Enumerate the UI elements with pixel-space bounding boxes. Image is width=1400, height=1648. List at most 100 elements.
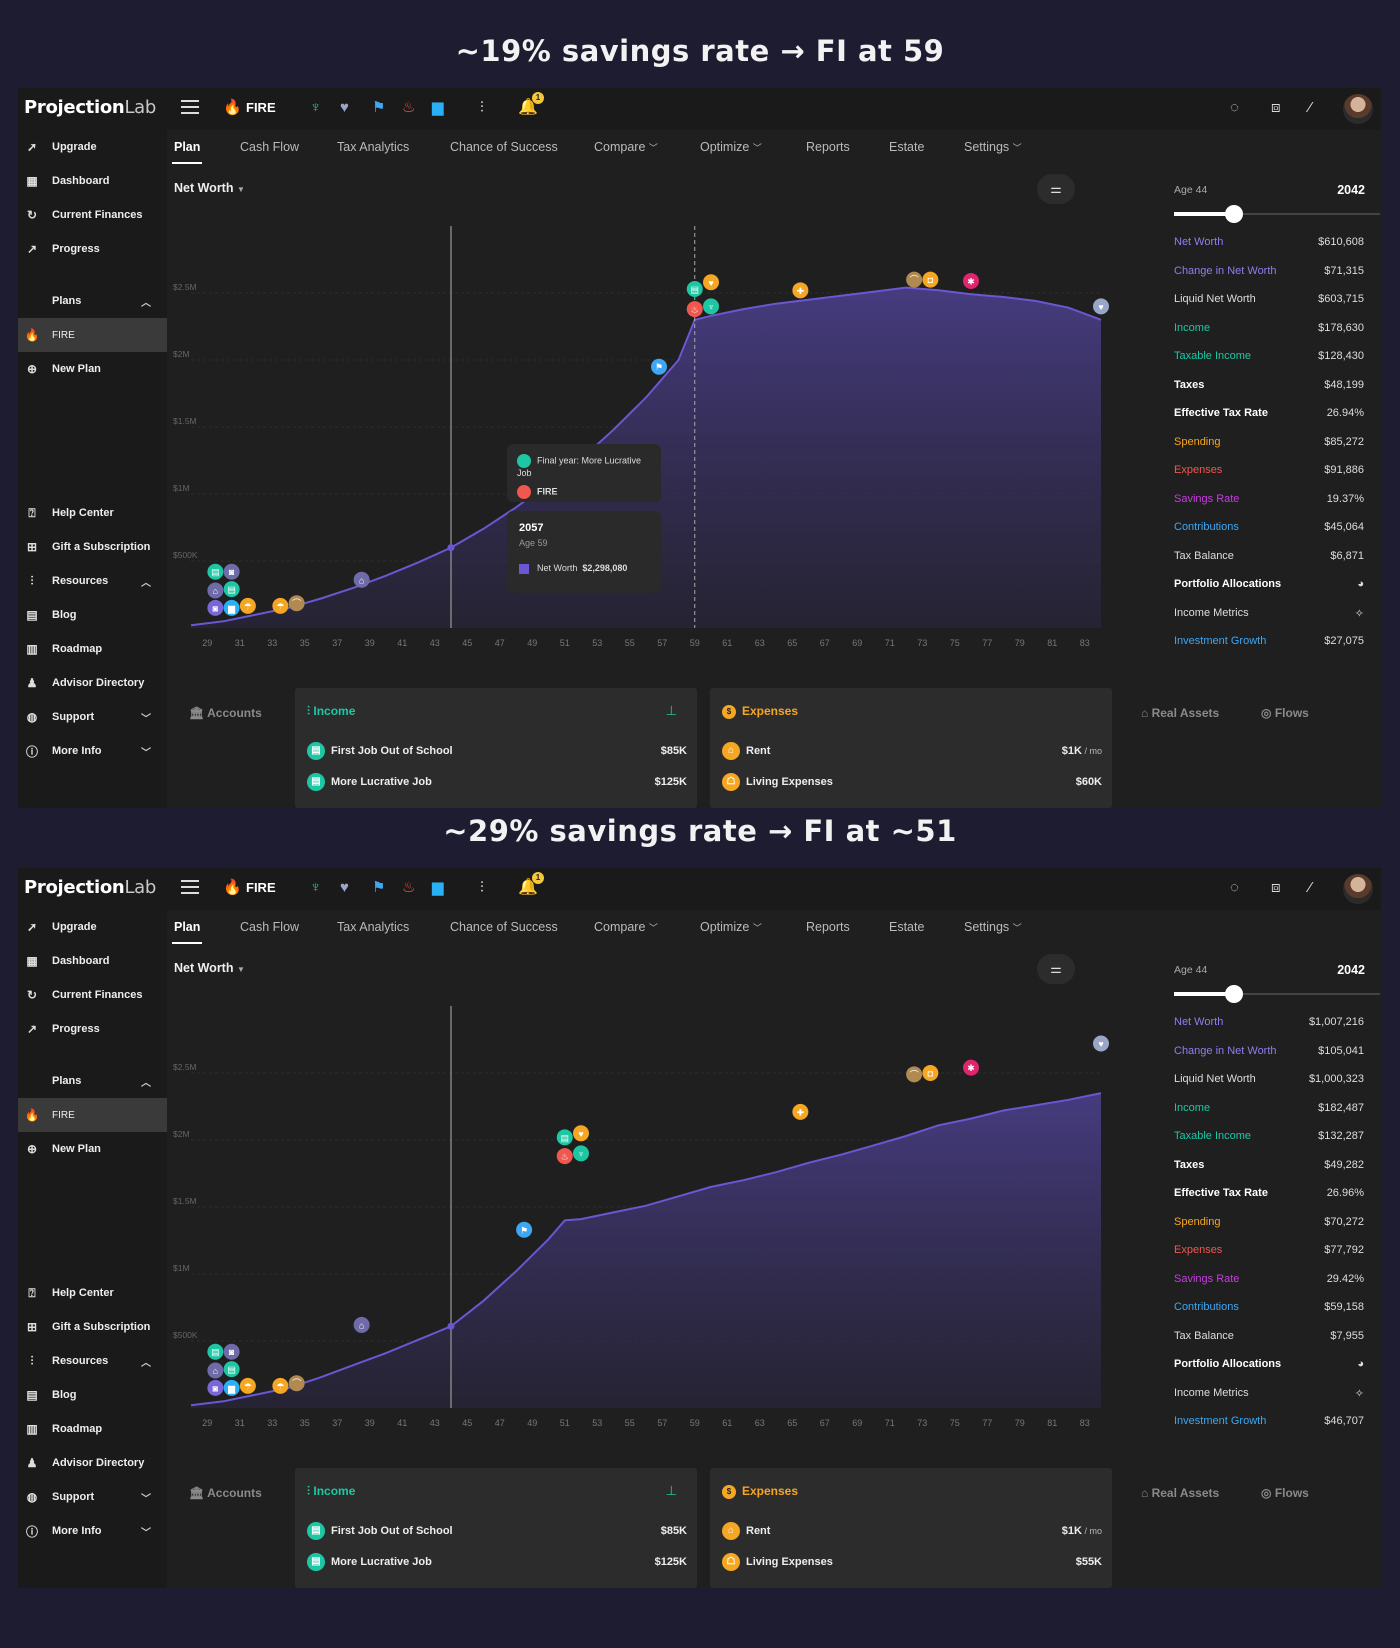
- lock-icon[interactable]: ◘: [922, 271, 939, 288]
- tab-reports[interactable]: Reports: [806, 140, 850, 154]
- house-icon[interactable]: ⌂: [353, 571, 370, 588]
- chart-icon[interactable]: ⫶: [480, 879, 484, 896]
- heart-icon[interactable]: ♥: [573, 1125, 589, 1142]
- chart-settings-icon[interactable]: ⚌: [1037, 954, 1075, 984]
- magic-icon[interactable]: ⁄: [1309, 99, 1312, 116]
- briefcase-icon[interactable]: ▆: [223, 1379, 240, 1396]
- sidebar-item-progress[interactable]: ↗ Progress: [18, 1012, 167, 1046]
- flag-icon[interactable]: ⚑: [372, 879, 386, 896]
- metric-row[interactable]: Effective Tax Rate 26.94%: [1174, 407, 1364, 419]
- metric-row[interactable]: Spending $70,272: [1174, 1216, 1364, 1228]
- sidebar-item-advisor[interactable]: ♟ Advisor Directory: [18, 666, 167, 700]
- metric-row[interactable]: Spending $85,272: [1174, 436, 1364, 448]
- metric-row[interactable]: Expenses $77,792: [1174, 1244, 1364, 1256]
- avatar[interactable]: [1343, 94, 1373, 124]
- heart-hands-icon[interactable]: ♥: [1093, 1035, 1109, 1052]
- chart-settings-icon[interactable]: ⚌: [1037, 174, 1075, 204]
- palm-tree-icon[interactable]: ♆: [573, 1145, 589, 1162]
- tab-cash-flow[interactable]: Cash Flow: [240, 140, 300, 154]
- metric-row[interactable]: Income Metrics ✧: [1174, 1387, 1364, 1400]
- tab-compare[interactable]: Compare ﹀: [594, 920, 658, 934]
- logo[interactable]: ProjectionLab: [24, 97, 157, 118]
- net-worth-chart[interactable]: Net Worth ▼ ⚌ $500K $1M $1.5M $2M $2.5M 29 31 3…: [167, 946, 1158, 1486]
- menu-icon[interactable]: [181, 100, 199, 114]
- sidebar-item-support[interactable]: ◍ Support ﹀: [18, 1480, 167, 1514]
- expenses-card[interactable]: $ Expenses ⌂ Rent $1K / mo ☖ Living Expenses…: [710, 1468, 1112, 1588]
- sidebar-item-upgrade[interactable]: ➚ Upgrade: [18, 910, 167, 944]
- flows-button[interactable]: ◎ Flows: [1261, 706, 1309, 720]
- metric-row[interactable]: Investment Growth $27,075: [1174, 635, 1364, 647]
- tab-optimize[interactable]: Optimize ﹀: [700, 920, 762, 934]
- pin-icon[interactable]: ⊥: [665, 1483, 677, 1498]
- pin-icon[interactable]: ⊥: [665, 703, 677, 718]
- heart-hands-icon[interactable]: ♥: [1093, 298, 1109, 315]
- age-slider-thumb[interactable]: [1225, 205, 1243, 223]
- briefcase-icon[interactable]: ▆: [432, 99, 444, 116]
- fire-icon[interactable]: ♨: [686, 301, 703, 318]
- graduation-icon[interactable]: ⌒: [288, 1375, 305, 1392]
- sidebar-item-gift[interactable]: ⊞ Gift a Subscription: [18, 1310, 167, 1344]
- metric-row[interactable]: Income $182,487: [1174, 1102, 1364, 1114]
- metric-row[interactable]: Change in Net Worth $71,315: [1174, 265, 1364, 277]
- car-icon[interactable]: ◙: [223, 1343, 240, 1360]
- briefcase-icon[interactable]: ▆: [223, 599, 240, 616]
- metric-row[interactable]: Expenses $91,886: [1174, 464, 1364, 476]
- palm-tree-icon[interactable]: ♆: [310, 879, 322, 896]
- sidebar-item-help-center[interactable]: ⍰ Help Center: [18, 496, 167, 530]
- sidebar-plans-header[interactable]: Plans ︿: [52, 1075, 151, 1089]
- flag-icon[interactable]: ⚑: [372, 99, 386, 116]
- sidebar-item-fire[interactable]: 🔥 FIRE: [18, 318, 167, 352]
- heart-hands-icon[interactable]: ♥: [340, 99, 349, 116]
- sidebar-item-new-plan[interactable]: ⊕ New Plan: [18, 1132, 167, 1166]
- bell-icon[interactable]: 🔔: [518, 879, 538, 896]
- sidebar-item-progress[interactable]: ↗ Progress: [18, 232, 167, 266]
- gift-icon[interactable]: ✱: [963, 272, 979, 289]
- lock-icon[interactable]: ◘: [922, 1065, 939, 1081]
- sidebar-item-new-plan[interactable]: ⊕ New Plan: [18, 352, 167, 386]
- metric-row[interactable]: Tax Balance $7,955: [1174, 1330, 1364, 1342]
- house-icon[interactable]: ⌂: [353, 1316, 370, 1333]
- income-row[interactable]: ▤ First Job Out of School $85K: [307, 1522, 687, 1540]
- menu-icon[interactable]: [181, 880, 199, 894]
- metric-row[interactable]: Taxes $48,199: [1174, 379, 1364, 391]
- metric-row[interactable]: Investment Growth $46,707: [1174, 1415, 1364, 1427]
- metric-row[interactable]: Tax Balance $6,871: [1174, 550, 1364, 562]
- sidebar-item-help-center[interactable]: ⍰ Help Center: [18, 1276, 167, 1310]
- sidebar-item-more-info[interactable]: ⓘ More Info ﹀: [25, 1524, 151, 1539]
- job-icon[interactable]: ▤: [207, 1343, 224, 1360]
- sidebar-item-upgrade[interactable]: ➚ Upgrade: [18, 130, 167, 164]
- plus-icon[interactable]: ✚: [792, 1103, 809, 1120]
- metric-row[interactable]: Taxable Income $128,430: [1174, 350, 1364, 362]
- sidebar-item-support[interactable]: ◍ Support ﹀: [18, 700, 167, 734]
- magic-icon[interactable]: ⁄: [1309, 879, 1312, 896]
- net-worth-chart[interactable]: Net Worth ▼ ⚌ $500K $1M $1.5M $2M $2.5M 29 31 3…: [167, 166, 1158, 706]
- chart-selector[interactable]: Net Worth ▼: [174, 181, 245, 195]
- flag-icon[interactable]: ⚑: [651, 358, 667, 375]
- heart-hands-icon[interactable]: ♥: [340, 879, 349, 896]
- sidebar-item-blog[interactable]: ▤ Blog: [18, 1378, 167, 1412]
- umbrella-icon[interactable]: ☂: [239, 1377, 256, 1394]
- fire-icon[interactable]: ♨: [556, 1148, 573, 1165]
- sidebar-item-resources[interactable]: ⫶ Resources ︿: [18, 564, 167, 598]
- tab-tax-analytics[interactable]: Tax Analytics: [337, 140, 410, 154]
- job-icon[interactable]: ▤: [223, 581, 240, 598]
- sidebar-item-more-info[interactable]: ⓘ More Info ﹀: [25, 744, 151, 759]
- metric-row[interactable]: Taxable Income $132,287: [1174, 1130, 1364, 1142]
- graduation-icon[interactable]: ⌒: [906, 271, 923, 288]
- heart-icon[interactable]: ♥: [703, 274, 719, 291]
- sidebar-item-advisor[interactable]: ♟ Advisor Directory: [18, 1446, 167, 1480]
- sidebar-item-dashboard[interactable]: ▦ Dashboard: [18, 164, 167, 198]
- accounts-button[interactable]: 🏛 Accounts: [189, 1486, 262, 1500]
- metric-row[interactable]: Liquid Net Worth $1,000,323: [1174, 1073, 1364, 1085]
- metric-row[interactable]: Savings Rate 19.37%: [1174, 493, 1364, 505]
- age-slider-thumb[interactable]: [1225, 985, 1243, 1003]
- metric-row[interactable]: Portfolio Allocations ◕: [1174, 578, 1364, 590]
- fire-milestone-icon[interactable]: ♨: [402, 879, 416, 896]
- tab-compare[interactable]: Compare ﹀: [594, 140, 658, 154]
- job-icon[interactable]: ▤: [207, 563, 224, 580]
- plan-name[interactable]: FIRE: [246, 880, 276, 895]
- sync-icon[interactable]: ◌: [1230, 879, 1239, 896]
- plus-icon[interactable]: ✚: [792, 282, 809, 299]
- tab-cash-flow[interactable]: Cash Flow: [240, 920, 300, 934]
- sidebar-item-blog[interactable]: ▤ Blog: [18, 598, 167, 632]
